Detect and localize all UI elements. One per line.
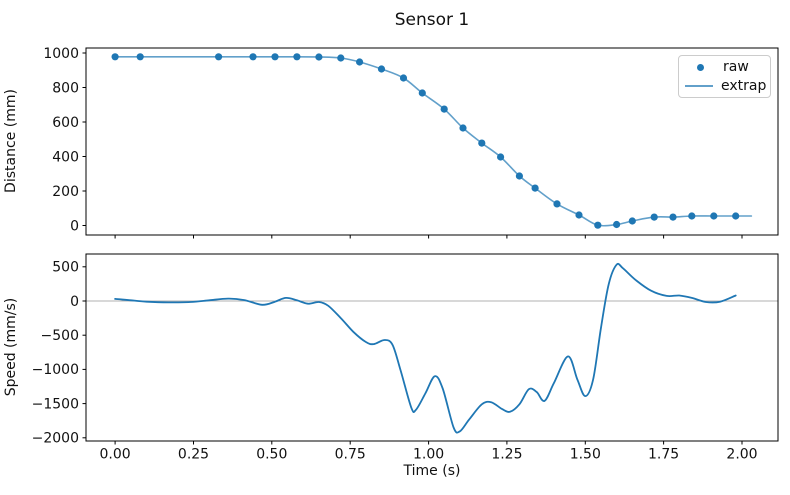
raw-point <box>377 65 386 73</box>
raw-point <box>111 53 119 61</box>
x-tick-label: 1.25 <box>491 447 522 463</box>
raw-point <box>594 221 602 229</box>
raw-point <box>215 53 223 61</box>
legend-label-extrap: extrap <box>721 77 767 94</box>
y-tick-label: −1500 <box>32 396 79 412</box>
y-tick-label: 600 <box>52 115 79 131</box>
axes-frame <box>85 47 779 236</box>
chart-title: Sensor 1 <box>394 10 470 30</box>
time-axis-label: Time (s) <box>403 463 461 479</box>
raw-point <box>337 54 345 62</box>
raw-point <box>293 53 301 61</box>
y-tick-label: −500 <box>41 328 79 344</box>
distance-axis-label: Distance (mm) <box>3 89 19 193</box>
y-tick-label: 400 <box>52 149 79 165</box>
raw-point <box>418 89 426 97</box>
raw-point <box>669 213 677 221</box>
raw-point <box>399 74 408 82</box>
raw-point <box>315 53 323 61</box>
raw-point <box>459 124 467 132</box>
raw-point <box>249 53 257 61</box>
legend-entry-extrap: extrap <box>685 77 766 96</box>
y-tick-label: −2000 <box>32 431 79 447</box>
speed-axis-label: Speed (mm/s) <box>3 297 19 397</box>
extrap-marker-handle <box>685 84 713 87</box>
raw-point <box>136 53 144 61</box>
y-tick-label: 0 <box>70 294 79 310</box>
y-tick-label: 200 <box>52 184 79 200</box>
x-tick-label: 1.00 <box>413 447 444 463</box>
y-tick-label: 0 <box>70 218 79 234</box>
raw-point <box>688 212 696 220</box>
raw-point <box>531 184 539 192</box>
x-tick-label: 0.50 <box>256 447 287 463</box>
raw-point <box>497 153 505 161</box>
raw-point <box>440 105 448 113</box>
raw-point <box>553 200 561 208</box>
raw-marker-handle <box>685 63 715 71</box>
axes-frame <box>85 253 779 442</box>
extrap-line <box>114 55 753 227</box>
legend-label-raw: raw <box>723 59 749 76</box>
y-tick-label: 800 <box>52 80 79 96</box>
raw-point <box>271 53 279 61</box>
raw-point <box>732 212 740 220</box>
legend: raw extrap <box>678 55 771 98</box>
x-tick-label: 0.75 <box>335 447 366 463</box>
x-tick-label: 1.50 <box>570 447 601 463</box>
raw-point <box>356 58 364 66</box>
x-tick-label: 2.00 <box>726 447 757 463</box>
extrap-line-icon <box>685 84 713 87</box>
raw-point <box>650 213 658 221</box>
raw-point <box>710 212 718 220</box>
raw-point <box>515 172 524 180</box>
raw-point <box>478 139 486 147</box>
raw-point <box>613 220 621 229</box>
raw-point <box>575 211 583 219</box>
y-tick-label: 500 <box>52 260 79 276</box>
x-tick-label: 0.00 <box>100 447 131 463</box>
y-tick-label: −1000 <box>32 362 79 378</box>
raw-point <box>628 217 636 225</box>
speed-line <box>114 262 737 434</box>
x-tick-label: 0.25 <box>178 447 209 463</box>
y-tick-label: 1000 <box>43 46 79 62</box>
raw-dot-icon <box>696 63 704 71</box>
legend-entry-raw: raw <box>685 58 766 77</box>
x-tick-label: 1.75 <box>648 447 679 463</box>
